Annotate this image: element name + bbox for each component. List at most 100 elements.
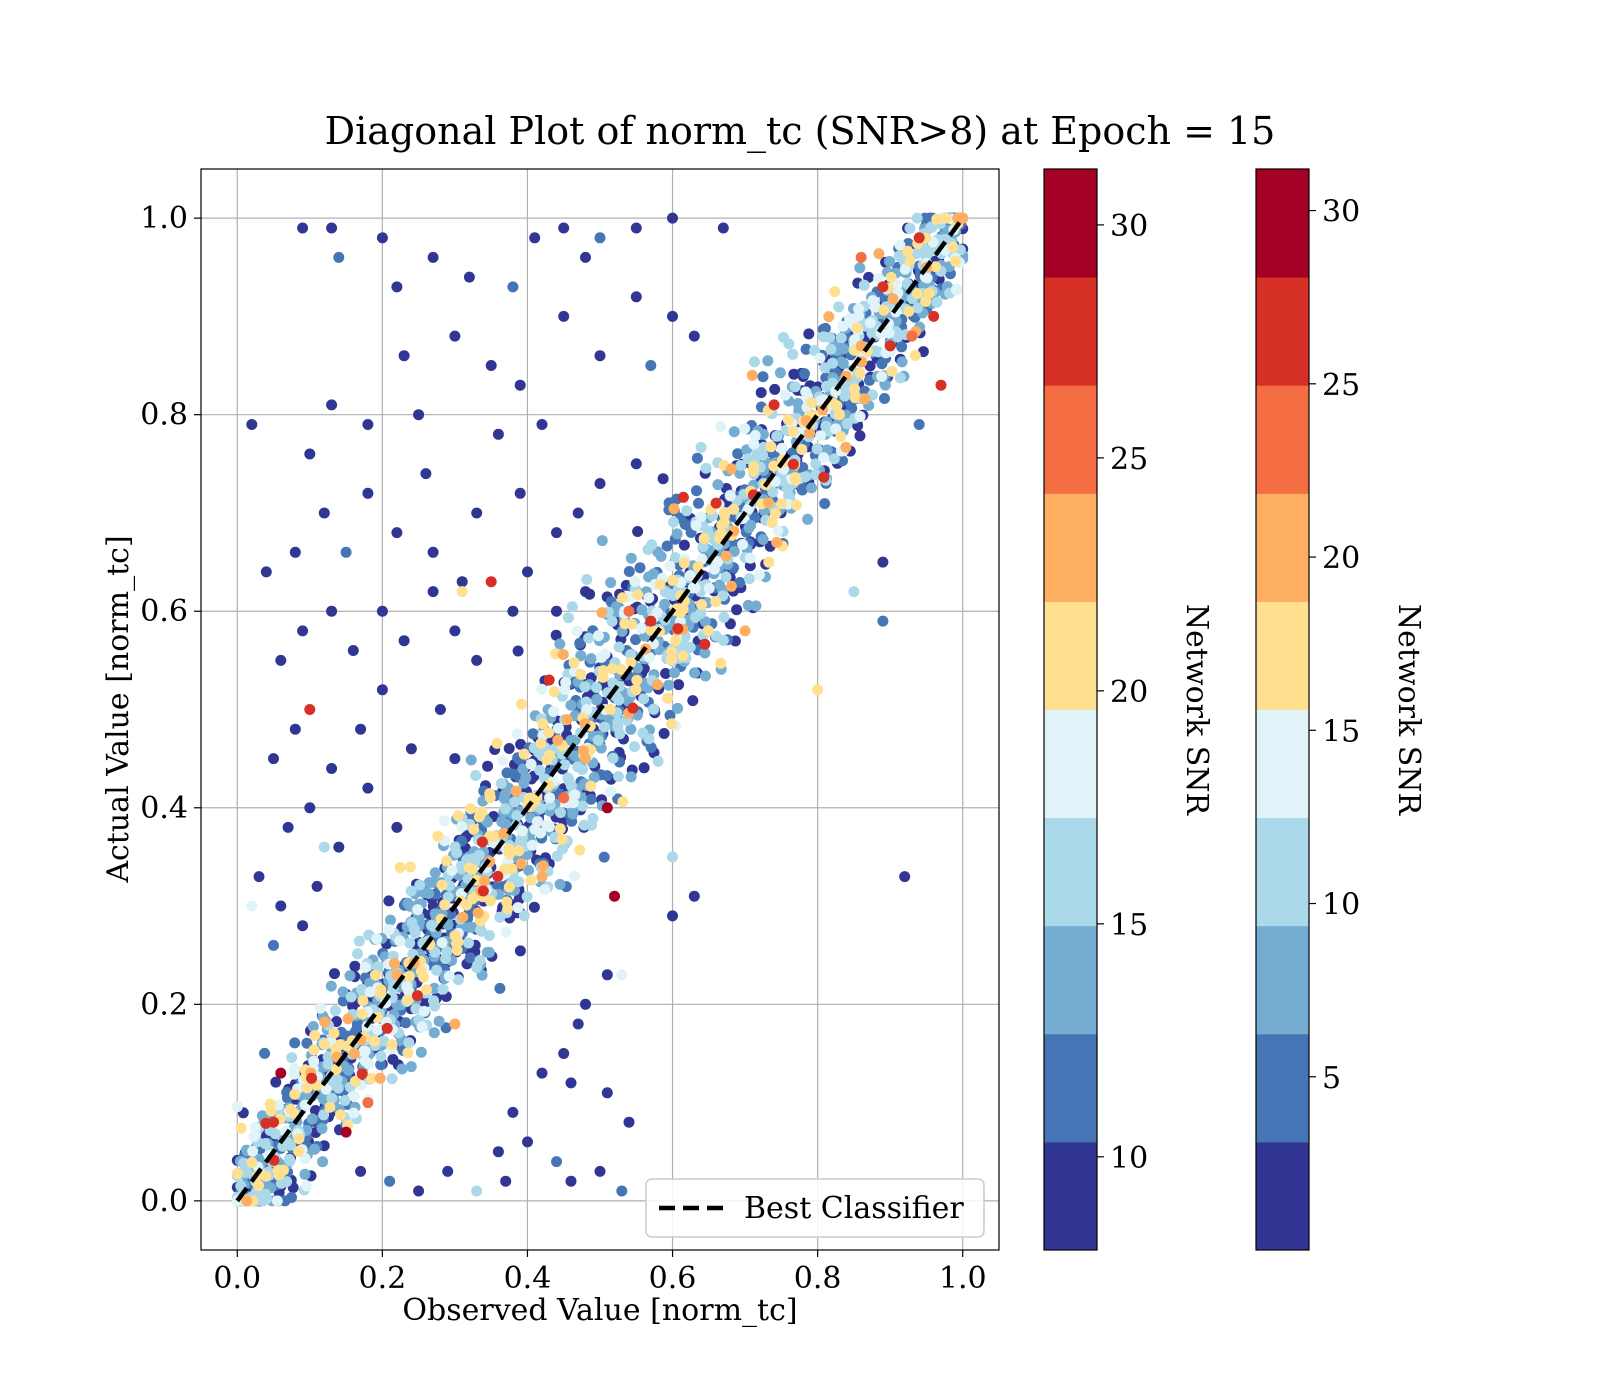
scatter-point xyxy=(835,356,847,368)
scatter-point xyxy=(667,910,678,922)
scatter-point xyxy=(702,625,714,637)
scatter-point xyxy=(304,802,316,814)
scatter-point xyxy=(537,860,549,872)
scatter-point xyxy=(279,1195,291,1207)
legend: Best Classifier xyxy=(645,1178,985,1238)
scatter-point xyxy=(394,935,406,947)
scatter-point xyxy=(275,900,287,912)
colorbar-segment xyxy=(1044,1033,1097,1143)
scatter-point xyxy=(574,844,586,856)
scatter-point xyxy=(359,961,371,973)
scatter-point xyxy=(648,703,659,715)
scatter-point xyxy=(678,539,690,551)
scatter-point xyxy=(783,338,795,350)
scatter-point xyxy=(515,858,527,870)
scatter-point xyxy=(672,702,684,714)
scatter-point xyxy=(864,317,876,329)
scatter-point xyxy=(699,647,711,659)
scatter-point xyxy=(645,615,657,627)
scatter-point xyxy=(431,964,443,976)
scatter-point xyxy=(766,517,778,529)
scatter-point xyxy=(666,718,678,730)
scatter-point xyxy=(265,1105,277,1117)
scatter-point xyxy=(632,589,644,601)
scatter-point xyxy=(731,604,743,616)
scatter-point xyxy=(521,849,533,860)
scatter-point xyxy=(427,546,439,558)
scatter-point xyxy=(456,576,468,588)
scatter-point xyxy=(539,884,551,896)
scatter-point xyxy=(732,448,744,460)
scatter-point xyxy=(596,607,608,619)
scatter-point xyxy=(376,605,388,617)
scatter-point xyxy=(748,461,760,472)
scatter-point xyxy=(281,1176,293,1188)
scatter-point xyxy=(825,343,837,355)
scatter-point xyxy=(268,939,279,951)
scatter-point xyxy=(507,605,519,617)
scatter-point xyxy=(802,513,814,525)
scatter-point xyxy=(591,693,603,705)
scatter-point xyxy=(763,556,775,568)
scatter-point xyxy=(894,239,906,251)
scatter-point xyxy=(810,458,822,470)
scatter-point xyxy=(854,262,866,274)
scatter-point xyxy=(748,356,760,368)
scatter-point xyxy=(662,692,674,704)
scatter-point xyxy=(800,343,812,355)
x-tick-label: 0.2 xyxy=(359,1261,407,1296)
scatter-point xyxy=(695,441,707,453)
scatter-point xyxy=(739,423,751,435)
scatter-point xyxy=(728,426,740,438)
scatter-point xyxy=(796,444,808,455)
scatter-point xyxy=(299,1153,311,1164)
scatter-point xyxy=(427,251,439,263)
scatter-point xyxy=(536,683,548,695)
scatter-point xyxy=(625,771,637,783)
y-tick-label: 0.8 xyxy=(140,398,188,433)
scatter-point xyxy=(398,635,410,647)
scatter-point xyxy=(877,615,889,627)
scatter-point xyxy=(728,503,740,515)
scatter-point xyxy=(606,615,618,627)
scatter-point xyxy=(790,499,802,511)
scatter-point xyxy=(440,1022,452,1034)
scatter-point xyxy=(403,986,415,998)
scatter-point xyxy=(769,383,781,395)
scatter-point xyxy=(492,428,504,440)
x-tick-label: 1.0 xyxy=(939,1261,987,1296)
scatter-point xyxy=(349,1075,361,1087)
scatter-point xyxy=(389,958,400,969)
scatter-point xyxy=(471,654,483,666)
scatter-point xyxy=(744,552,756,564)
scatter-point xyxy=(405,885,417,897)
colorbar-label: Network SNR xyxy=(1391,604,1426,817)
scatter-point xyxy=(879,379,891,391)
scatter-point xyxy=(657,473,669,485)
scatter-point xyxy=(806,397,818,409)
scatter-point xyxy=(571,625,583,637)
scatter-point xyxy=(413,1185,425,1197)
scatter-point xyxy=(947,241,959,253)
scatter-point xyxy=(275,1067,287,1079)
scatter-point xyxy=(877,556,889,568)
scatter-point xyxy=(771,430,783,442)
scatter-point xyxy=(499,803,511,815)
scatter-point xyxy=(543,674,555,686)
scatter-point xyxy=(503,843,515,855)
scatter-point xyxy=(771,536,783,548)
scatter-point xyxy=(742,453,754,465)
scatter-point xyxy=(671,528,683,540)
scatter-point xyxy=(301,1037,313,1049)
scatter-point xyxy=(597,665,609,677)
scatter-point xyxy=(499,789,511,800)
scatter-point xyxy=(439,899,451,911)
scatter-point xyxy=(623,605,635,617)
scatter-point xyxy=(491,737,503,749)
scatter-point xyxy=(260,566,272,578)
scatter-point xyxy=(437,983,449,995)
scatter-point xyxy=(536,1067,548,1079)
scatter-point xyxy=(463,271,475,283)
scatter-point xyxy=(837,320,849,332)
scatter-point xyxy=(677,650,689,662)
